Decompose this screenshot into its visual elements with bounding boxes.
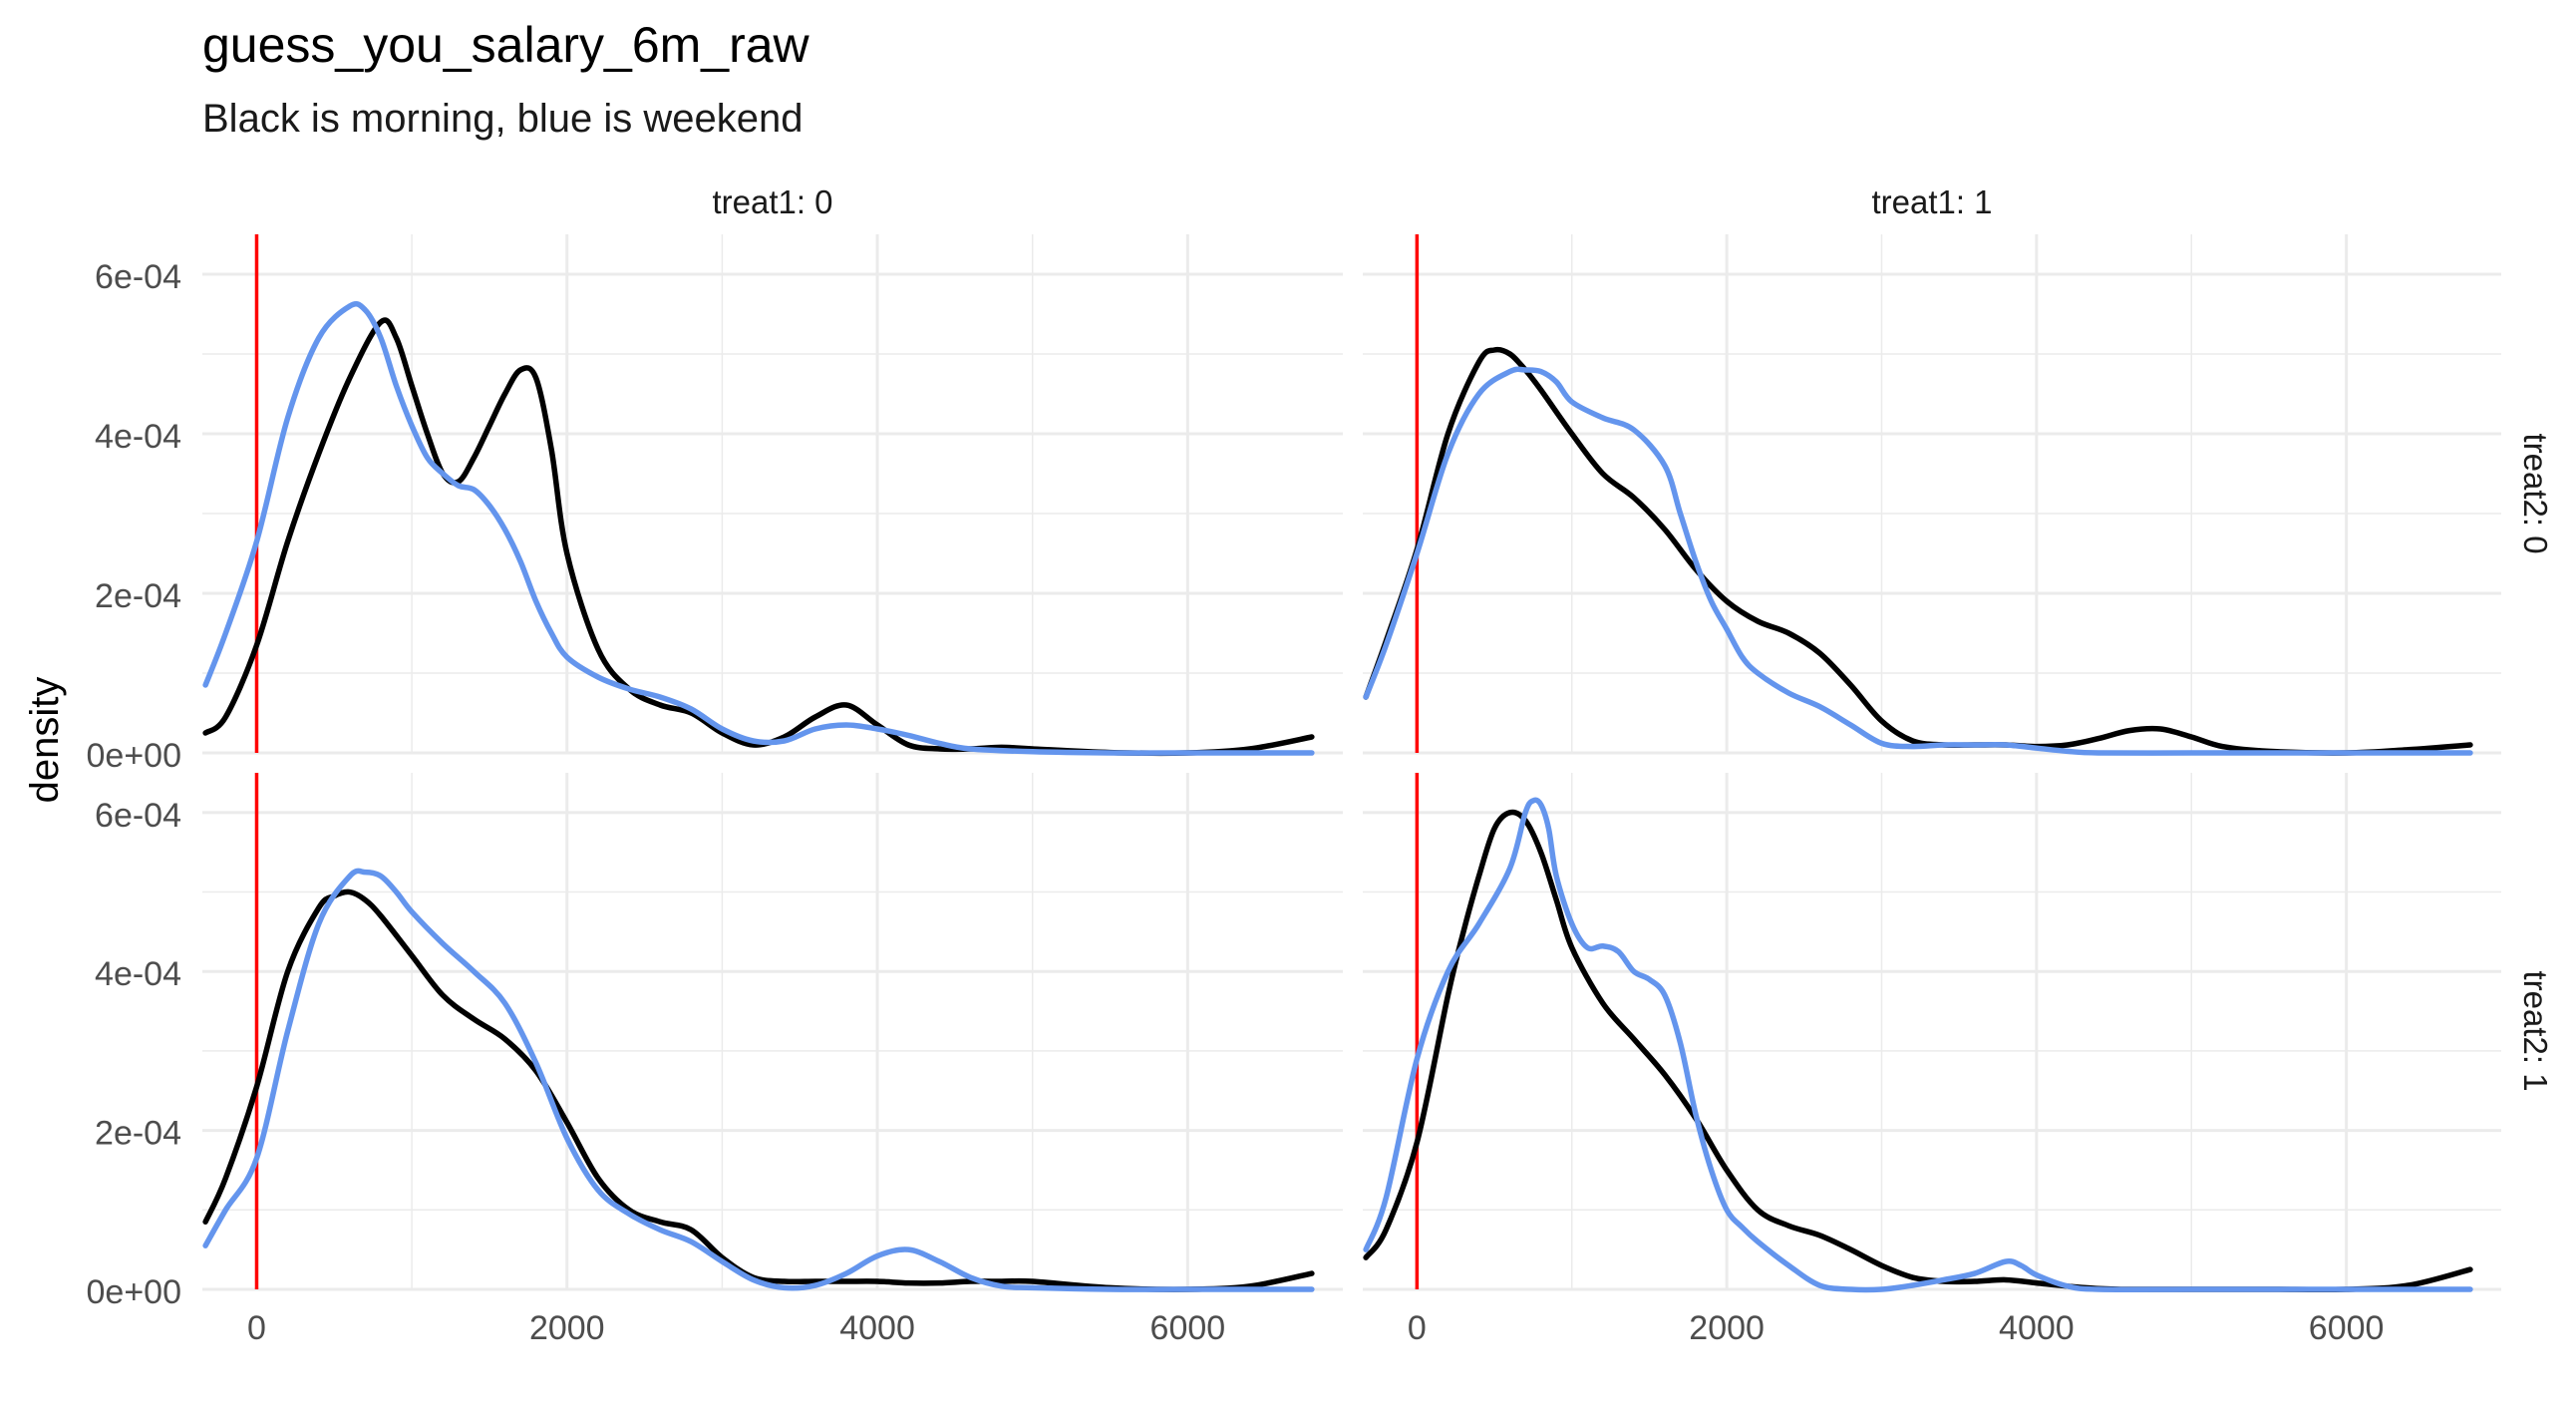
panel-1-0 xyxy=(202,773,1343,1291)
x-tick-label: 4000 xyxy=(839,1309,915,1347)
x-tick-label: 2000 xyxy=(529,1309,605,1347)
y-tick-label: 6e-04 xyxy=(95,258,181,296)
weekend-density-line xyxy=(202,868,1315,1292)
weekend-density-line xyxy=(202,301,1315,756)
y-tick-label: 2e-04 xyxy=(95,577,181,615)
weekend-density-line xyxy=(1363,797,2473,1293)
y-tick-label: 4e-04 xyxy=(95,418,181,456)
x-tick-label: 2000 xyxy=(1689,1309,1765,1347)
x-tick-label: 0 xyxy=(1408,1309,1427,1347)
x-tick-label: 4000 xyxy=(1999,1309,2075,1347)
y-axis-label: density xyxy=(23,677,67,804)
morning-density-line xyxy=(202,888,1315,1292)
row-strip-label: treat2: 0 xyxy=(2517,433,2554,553)
y-tick-label: 0e+00 xyxy=(87,1273,182,1311)
x-tick-label: 6000 xyxy=(2309,1309,2385,1347)
panels-layer: 0e+00 2e-04 4e-04 6e-04 0e+00 2e-04 4e-04 6e-04… xyxy=(87,183,2555,1347)
chart-title: guess_you_salary_6m_raw xyxy=(202,17,810,73)
y-tick-label: 4e-04 xyxy=(95,955,181,993)
panel-0-1 xyxy=(1363,234,2501,755)
morning-density-line xyxy=(1363,346,2473,756)
y-tick-label: 2e-04 xyxy=(95,1115,181,1153)
y-tick-label: 0e+00 xyxy=(87,737,182,775)
chart-subtitle: Black is morning, blue is weekend xyxy=(202,97,804,141)
y-tick-label: 6e-04 xyxy=(95,797,181,835)
weekend-density-line xyxy=(1363,366,2473,756)
col-strip-label: treat1: 0 xyxy=(712,183,832,220)
col-strip-label: treat1: 1 xyxy=(1871,183,1992,220)
x-tick-label: 0 xyxy=(247,1309,266,1347)
panel-1-1 xyxy=(1363,773,2501,1291)
x-tick-label: 6000 xyxy=(1150,1309,1226,1347)
morning-density-line xyxy=(202,317,1315,757)
panel-0-0 xyxy=(202,234,1343,755)
row-strip-label: treat2: 1 xyxy=(2517,970,2554,1091)
